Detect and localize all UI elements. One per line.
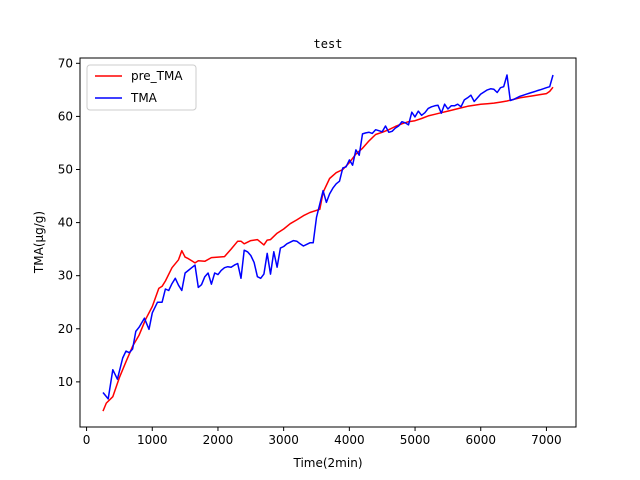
y-axis-label: TMA(μg/g): [32, 211, 46, 274]
x-tick-label: 0: [83, 433, 91, 447]
x-tick-label: 7000: [531, 433, 562, 447]
x-axis-label: Time(2min): [293, 456, 363, 470]
y-tick-label: 40: [58, 216, 73, 230]
x-tick-label: 1000: [137, 433, 168, 447]
series-line-tma: [102, 74, 554, 400]
x-tick-label: 3000: [268, 433, 299, 447]
x-tick-label: 4000: [334, 433, 365, 447]
legend-label-pre-tma: pre_TMA: [131, 69, 183, 83]
y-tick-label: 50: [58, 162, 73, 176]
legend-label-tma: TMA: [130, 91, 158, 105]
y-tick-label: 10: [58, 375, 73, 389]
legend: pre_TMA TMA: [86, 64, 197, 111]
y-tick-label: 60: [58, 109, 73, 123]
chart-title: test: [314, 37, 343, 51]
y-tick-label: 20: [58, 322, 73, 336]
series-line-pre-tma: [102, 86, 554, 412]
x-tick-label: 6000: [465, 433, 496, 447]
y-tick-label: 70: [58, 56, 73, 70]
y-tick-label: 30: [58, 269, 73, 283]
plot-area: 0 1000 2000 3000 4000 5000 6000 7000 10 20 30 40 50 6…: [58, 56, 577, 447]
x-tick-label: 5000: [400, 433, 431, 447]
x-tick-label: 2000: [203, 433, 234, 447]
axes-frame: [79, 57, 577, 428]
